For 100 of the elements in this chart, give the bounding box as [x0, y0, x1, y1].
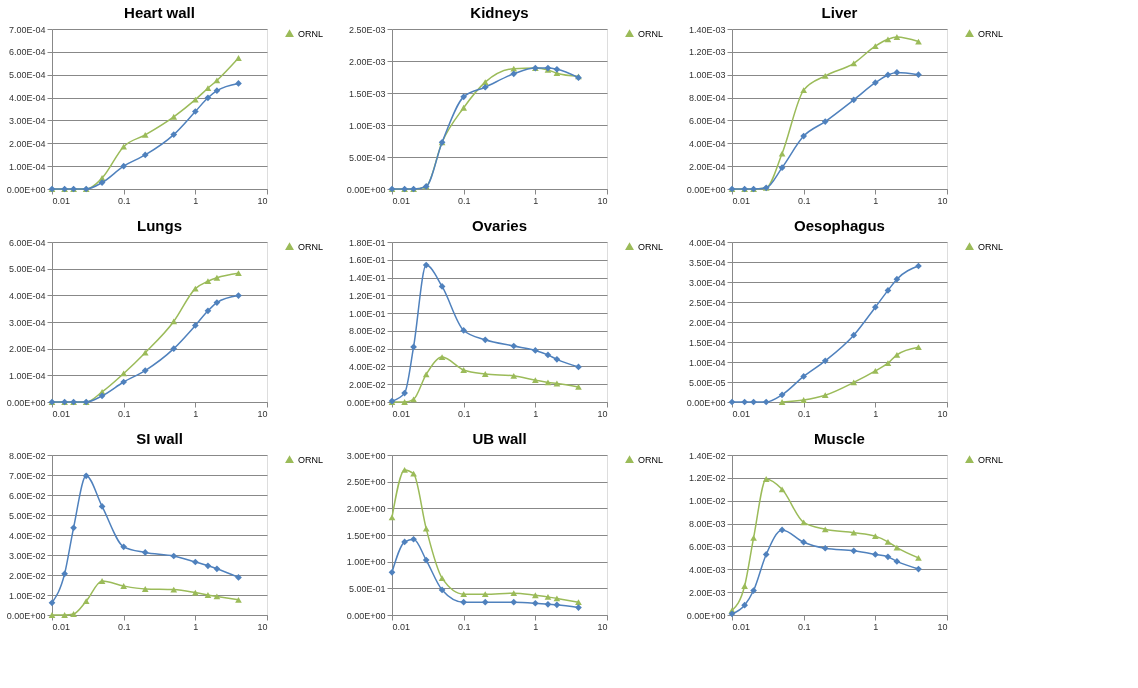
chart-title: SI wall [136, 430, 183, 447]
legend-label: ORNL [638, 454, 664, 465]
x-tick-label: 10 [257, 408, 268, 419]
x-tick-label: 0.1 [457, 621, 471, 632]
y-tick-label: 1.20E-02 [688, 473, 726, 484]
x-tick-label: 0.01 [52, 621, 71, 632]
y-tick-label: 1.60E-01 [348, 255, 386, 266]
y-tick-label: 4.00E-03 [688, 564, 726, 575]
x-tick-label: 0.1 [117, 408, 131, 419]
y-tick-label: 5.00E-05 [688, 377, 726, 388]
y-tick-label: 4.00E-04 [688, 138, 726, 149]
chart-title: Kidneys [470, 4, 529, 21]
x-tick-label: 0.01 [732, 408, 751, 419]
chart-title: Oesophagus [794, 217, 885, 234]
y-tick-label: 5.00E-01 [348, 583, 386, 594]
y-tick-label: 2.00E-03 [348, 56, 386, 67]
y-tick-label: 3.00E-04 [8, 317, 46, 328]
x-tick-label: 0.01 [52, 408, 71, 419]
y-tick-label: 3.00E-04 [8, 115, 46, 126]
y-tick-label: 6.00E-03 [688, 541, 726, 552]
legend-label: ORNL [298, 454, 324, 465]
y-tick-label: 8.00E-03 [688, 519, 726, 530]
y-tick-label: 8.00E-02 [348, 326, 386, 337]
legend-label: ORNL [978, 241, 1004, 252]
y-tick-label: 2.00E-02 [348, 379, 386, 390]
x-tick-label: 0.01 [392, 408, 411, 419]
y-tick-label: 0.00E+00 [6, 610, 46, 621]
x-tick-label: 10 [257, 621, 268, 632]
y-tick-label: 3.00E-02 [8, 550, 46, 561]
y-tick-label: 6.00E-04 [8, 237, 46, 248]
y-tick-label: 7.00E-04 [8, 24, 46, 35]
chart-title: Muscle [814, 430, 865, 447]
x-tick-label: 1 [873, 195, 879, 206]
y-tick-label: 1.40E-01 [348, 273, 386, 284]
x-tick-label: 0.01 [392, 195, 411, 206]
y-tick-label: 1.50E-04 [688, 337, 726, 348]
y-tick-label: 6.00E-04 [688, 115, 726, 126]
legend-label: ORNL [638, 28, 664, 39]
chart-title: Liver [821, 4, 858, 21]
y-tick-label: 5.00E-04 [8, 264, 46, 275]
y-tick-label: 3.00E+00 [346, 450, 386, 461]
y-tick-label: 1.40E-02 [688, 450, 726, 461]
x-tick-label: 1 [533, 408, 539, 419]
y-tick-label: 1.50E+00 [346, 530, 386, 541]
y-tick-label: 6.00E-04 [8, 47, 46, 58]
x-tick-label: 10 [937, 408, 948, 419]
y-tick-label: 2.50E-04 [688, 297, 726, 308]
y-tick-label: 4.00E-02 [8, 530, 46, 541]
x-tick-label: 10 [257, 195, 268, 206]
x-tick-label: 1 [193, 621, 199, 632]
legend-label: ORNL [638, 241, 664, 252]
x-tick-label: 0.01 [732, 621, 751, 632]
y-tick-label: 4.00E-04 [8, 290, 46, 301]
x-tick-label: 1 [533, 621, 539, 632]
y-tick-label: 2.00E+00 [346, 503, 386, 514]
x-tick-label: 0.01 [392, 621, 411, 632]
y-tick-label: 0.00E+00 [346, 610, 386, 621]
y-tick-label: 2.00E-02 [8, 570, 46, 581]
y-tick-label: 0.00E+00 [346, 184, 386, 195]
x-tick-label: 10 [937, 621, 948, 632]
y-tick-label: 2.00E-03 [688, 587, 726, 598]
y-tick-label: 1.00E-03 [688, 70, 726, 81]
y-tick-label: 0.00E+00 [686, 397, 726, 408]
y-tick-label: 1.80E-01 [348, 237, 386, 248]
legend-label: ORNL [978, 28, 1004, 39]
y-tick-label: 1.00E-02 [8, 590, 46, 601]
x-tick-label: 0.1 [457, 195, 471, 206]
y-tick-label: 4.00E-04 [8, 93, 46, 104]
y-tick-label: 0.00E+00 [6, 184, 46, 195]
x-tick-label: 1 [873, 408, 879, 419]
x-tick-label: 10 [937, 195, 948, 206]
x-tick-label: 0.1 [797, 408, 811, 419]
x-tick-label: 10 [597, 195, 608, 206]
x-tick-label: 0.1 [797, 621, 811, 632]
x-tick-label: 1 [873, 621, 879, 632]
x-tick-label: 0.01 [732, 195, 751, 206]
x-tick-label: 0.1 [457, 408, 471, 419]
y-tick-label: 6.00E-02 [348, 344, 386, 355]
y-tick-label: 1.40E-03 [688, 24, 726, 35]
y-tick-label: 1.00E-03 [348, 120, 386, 131]
y-tick-label: 2.50E-03 [348, 24, 386, 35]
y-tick-label: 6.00E-02 [8, 490, 46, 501]
x-tick-label: 0.1 [117, 621, 131, 632]
y-tick-label: 5.00E-04 [8, 70, 46, 81]
x-tick-label: 10 [597, 621, 608, 632]
y-tick-label: 1.00E-02 [688, 496, 726, 507]
y-tick-label: 1.20E-03 [688, 47, 726, 58]
x-tick-label: 0.1 [797, 195, 811, 206]
y-tick-label: 4.00E-02 [348, 361, 386, 372]
y-tick-label: 2.00E-04 [8, 344, 46, 355]
y-tick-label: 2.00E-04 [8, 138, 46, 149]
y-tick-label: 8.00E-04 [688, 93, 726, 104]
x-tick-label: 1 [193, 195, 199, 206]
y-tick-label: 5.00E-04 [348, 152, 386, 163]
y-tick-label: 5.00E-02 [8, 510, 46, 521]
y-tick-label: 4.00E-04 [688, 237, 726, 248]
y-tick-label: 0.00E+00 [346, 397, 386, 408]
chart-title: Ovaries [471, 217, 528, 234]
legend-label: ORNL [978, 454, 1004, 465]
y-tick-label: 1.00E-04 [8, 370, 46, 381]
